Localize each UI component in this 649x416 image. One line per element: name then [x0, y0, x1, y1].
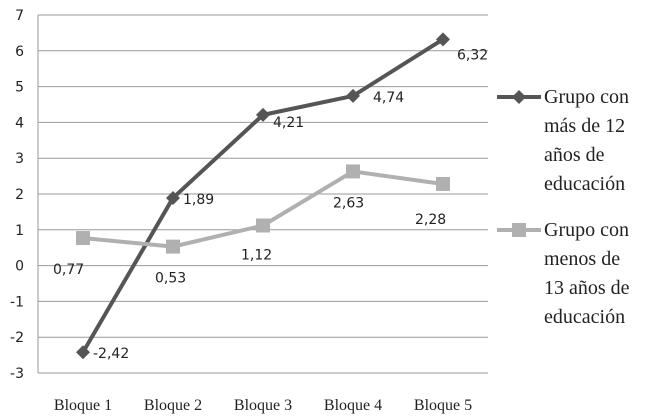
legend-entry-text: 13 años de — [544, 277, 630, 299]
y-tick-label: 5 — [15, 80, 24, 96]
data-labels: -2,42 1,89 4,21 4,74 6,32 0,77 0,53 1,12 2,63 2,2… — [53, 47, 488, 362]
legend-entry-text: Grupo con — [544, 86, 629, 108]
x-tick-label: Bloque 3 — [234, 397, 292, 414]
legend-square-marker — [512, 223, 526, 237]
data-label: 1,12 — [241, 248, 272, 264]
y-tick-label: -2 — [10, 330, 24, 346]
legend: Grupo con más de 12 años de educación Grupo … — [497, 86, 630, 328]
y-tick-label: 2 — [15, 187, 24, 203]
diamond-marker — [166, 190, 180, 205]
x-tick-label: Bloque 5 — [414, 397, 472, 414]
square-marker — [346, 164, 360, 179]
data-label: -2,42 — [93, 346, 129, 362]
diamond-marker — [346, 88, 360, 103]
y-tick-label: -3 — [10, 366, 24, 382]
square-marker — [256, 218, 270, 233]
data-label: 0,53 — [155, 271, 186, 287]
diamond-marker — [256, 107, 270, 122]
y-axis-ticks: 7 6 5 4 3 2 1 0 -1 -2 -3 — [10, 8, 24, 382]
y-tick-label: 1 — [15, 223, 24, 239]
square-marker — [436, 176, 450, 191]
legend-diamond-marker — [512, 90, 526, 104]
series-markers — [76, 32, 450, 360]
gridlines — [37, 14, 488, 374]
y-tick-label: 3 — [15, 151, 24, 167]
data-label: 0,77 — [53, 262, 84, 278]
y-tick-label: 7 — [15, 8, 24, 24]
data-label: 1,89 — [183, 192, 214, 208]
square-marker — [166, 239, 180, 254]
y-tick-label: 4 — [15, 115, 24, 131]
y-tick-label: 6 — [15, 44, 24, 60]
y-tick-label: 0 — [15, 259, 24, 275]
data-label: 2,63 — [333, 195, 364, 211]
x-tick-label: Bloque 4 — [324, 397, 382, 414]
x-tick-label: Bloque 1 — [54, 397, 112, 414]
legend-entry-text: educación — [544, 173, 625, 195]
legend-entry-text: años de — [544, 144, 605, 166]
series-line-1 — [82, 169, 444, 249]
legend-entry-text: menos de — [544, 248, 620, 270]
data-label: 2,28 — [415, 212, 446, 228]
y-tick-label: -1 — [10, 294, 24, 310]
diamond-marker — [76, 345, 90, 360]
legend-entry-text: más de 12 — [544, 115, 625, 137]
square-marker — [76, 231, 90, 246]
legend-entry-text: educación — [544, 306, 625, 328]
data-label: 4,74 — [373, 90, 404, 106]
data-label: 4,21 — [273, 115, 304, 131]
x-axis-ticks: Bloque 1 Bloque 2 Bloque 3 Bloque 4 Bloque 5 — [54, 397, 472, 414]
x-tick-label: Bloque 2 — [144, 397, 202, 414]
diamond-marker — [436, 32, 450, 47]
data-label: 6,32 — [457, 47, 488, 63]
legend-entry-text: Grupo con — [544, 219, 629, 241]
